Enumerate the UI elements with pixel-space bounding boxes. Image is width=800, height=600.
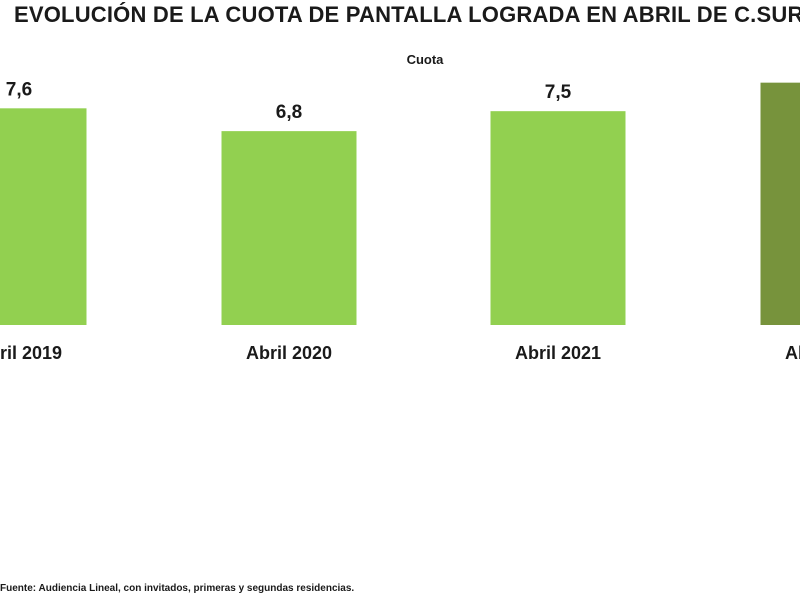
value-label-2: 6,8 [276,102,302,123]
bar-1 [0,108,87,325]
value-label-1: 7,6 [6,79,32,100]
category-label-3: Abril 2021 [515,343,601,363]
bars-layer [0,82,800,325]
bar-4 [760,82,800,325]
bar-3 [490,111,626,325]
chart-title: EVOLUCIÓN DE LA CUOTA DE PANTALLA LOGRAD… [14,2,800,27]
chart-footnote: Fuente: Audiencia Lineal, con invitados,… [0,583,355,594]
category-label-2: Abril 2020 [246,343,332,363]
value-label-3: 7,5 [545,82,572,103]
chart-subtitle: Cuota [406,52,444,67]
category-label-1: Abril 2019 [0,343,62,363]
category-label-4: Abril 2022 [785,343,800,363]
value-labels-layer: 7,66,87,58,5 [6,79,572,123]
bar-2 [221,131,357,325]
category-labels-layer: Abril 2019 Abril 2020 Abril 2021 Abril 2022 [0,343,800,363]
